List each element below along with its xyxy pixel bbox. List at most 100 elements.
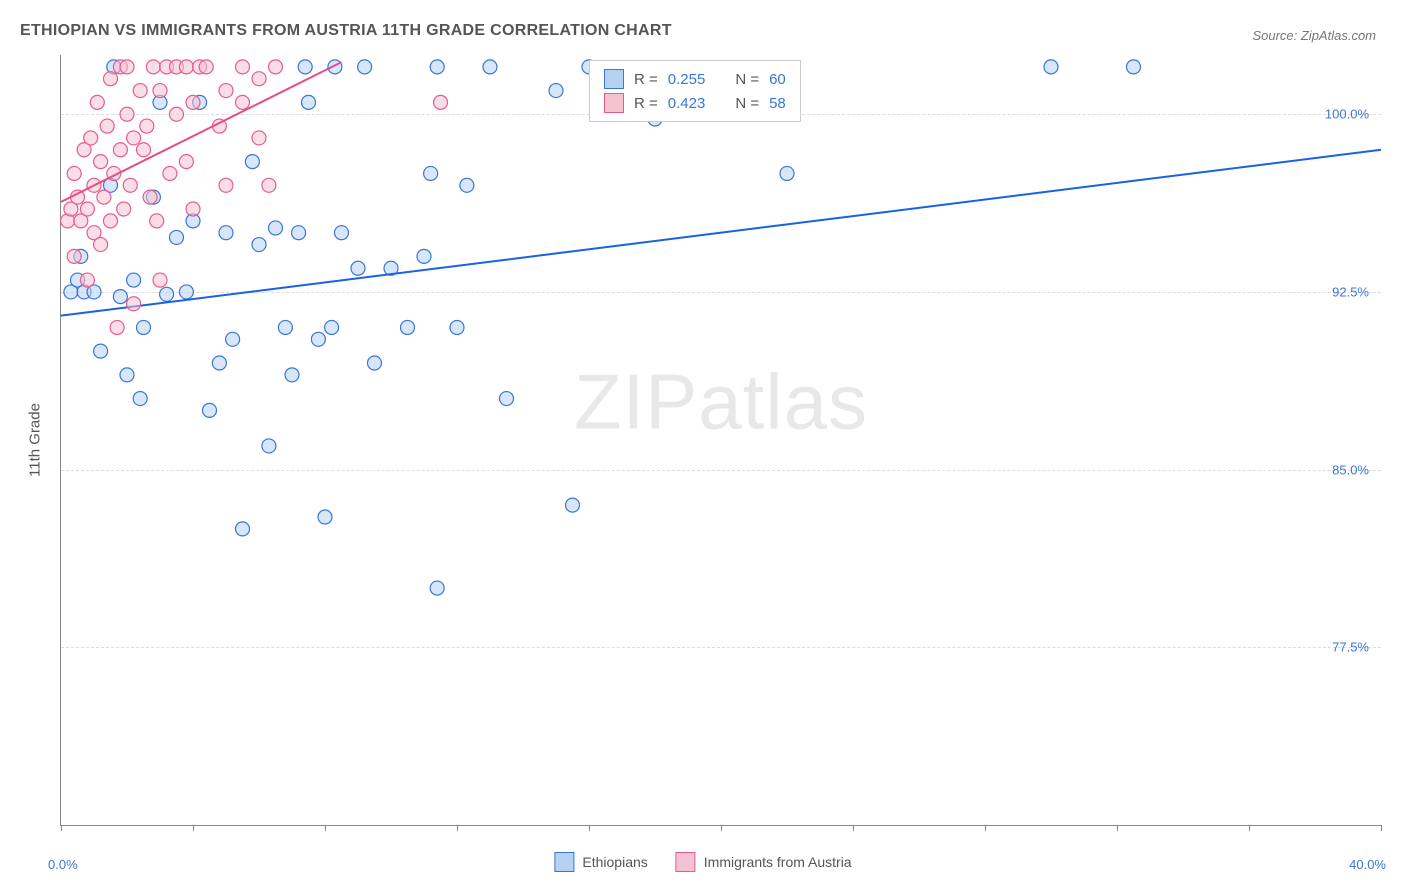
data-point — [269, 221, 283, 235]
legend-swatch — [554, 852, 574, 872]
data-point — [123, 178, 137, 192]
data-point — [236, 95, 250, 109]
x-tick — [61, 825, 62, 831]
x-tick — [1117, 825, 1118, 831]
data-point — [120, 107, 134, 121]
data-point — [179, 155, 193, 169]
data-point — [137, 143, 151, 157]
data-point — [160, 287, 174, 301]
data-point — [110, 320, 124, 334]
data-point — [292, 226, 306, 240]
x-tick — [589, 825, 590, 831]
data-point — [1127, 60, 1141, 74]
legend-item: Ethiopians — [554, 852, 647, 872]
y-axis-title: 11th Grade — [27, 403, 44, 477]
data-point — [120, 368, 134, 382]
data-point — [219, 178, 233, 192]
data-point — [97, 190, 111, 204]
data-point — [252, 131, 266, 145]
data-point — [179, 60, 193, 74]
x-tick — [325, 825, 326, 831]
data-point — [104, 214, 118, 228]
data-point — [430, 581, 444, 595]
data-point — [113, 290, 127, 304]
chart-title: ETHIOPIAN VS IMMIGRANTS FROM AUSTRIA 11T… — [20, 22, 672, 40]
data-point — [236, 522, 250, 536]
data-point — [434, 95, 448, 109]
data-point — [269, 60, 283, 74]
data-point — [252, 72, 266, 86]
data-point — [430, 60, 444, 74]
legend-swatch — [604, 93, 624, 113]
data-point — [67, 249, 81, 263]
plot-area: ZIPatlas 77.5%85.0%92.5%100.0% R =0.255N… — [60, 55, 1381, 826]
data-point — [298, 60, 312, 74]
data-point — [358, 60, 372, 74]
data-point — [117, 202, 131, 216]
x-axis-max-label: 40.0% — [1349, 857, 1386, 872]
data-point — [1044, 60, 1058, 74]
data-point — [90, 95, 104, 109]
data-point — [262, 178, 276, 192]
data-point — [137, 320, 151, 334]
data-point — [133, 84, 147, 98]
data-point — [285, 368, 299, 382]
data-point — [170, 107, 184, 121]
data-point — [236, 60, 250, 74]
data-point — [179, 285, 193, 299]
data-point — [80, 273, 94, 287]
data-point — [104, 72, 118, 86]
data-point — [302, 95, 316, 109]
data-point — [417, 249, 431, 263]
data-point — [84, 131, 98, 145]
legend-label: Immigrants from Austria — [704, 854, 852, 870]
data-point — [94, 344, 108, 358]
x-tick — [721, 825, 722, 831]
data-point — [780, 166, 794, 180]
legend-swatch — [604, 69, 624, 89]
data-point — [140, 119, 154, 133]
data-point — [163, 166, 177, 180]
data-point — [335, 226, 349, 240]
data-point — [450, 320, 464, 334]
data-point — [146, 60, 160, 74]
data-point — [549, 84, 563, 98]
stat-row: R =0.255N =60 — [604, 67, 786, 91]
data-point — [120, 60, 134, 74]
legend-label: Ethiopians — [582, 854, 647, 870]
data-point — [127, 131, 141, 145]
data-point — [150, 214, 164, 228]
data-point — [133, 392, 147, 406]
x-tick — [193, 825, 194, 831]
data-point — [153, 273, 167, 287]
data-point — [278, 320, 292, 334]
data-point — [219, 226, 233, 240]
data-point — [219, 84, 233, 98]
data-point — [368, 356, 382, 370]
data-point — [226, 332, 240, 346]
data-point — [325, 320, 339, 334]
data-point — [483, 60, 497, 74]
data-point — [100, 119, 114, 133]
data-point — [170, 230, 184, 244]
data-point — [500, 392, 514, 406]
x-tick — [853, 825, 854, 831]
data-point — [401, 320, 415, 334]
data-point — [199, 60, 213, 74]
data-point — [127, 297, 141, 311]
trend-line — [61, 150, 1381, 316]
stat-row: R =0.423N =58 — [604, 91, 786, 115]
data-point — [566, 498, 580, 512]
x-axis-min-label: 0.0% — [48, 857, 78, 872]
correlation-legend: R =0.255N =60R =0.423N =58 — [589, 60, 801, 122]
data-point — [203, 403, 217, 417]
legend-swatch — [676, 852, 696, 872]
data-point — [153, 84, 167, 98]
data-point — [351, 261, 365, 275]
data-point — [80, 202, 94, 216]
data-point — [113, 143, 127, 157]
data-point — [252, 238, 266, 252]
data-point — [127, 273, 141, 287]
data-point — [186, 95, 200, 109]
x-tick — [457, 825, 458, 831]
